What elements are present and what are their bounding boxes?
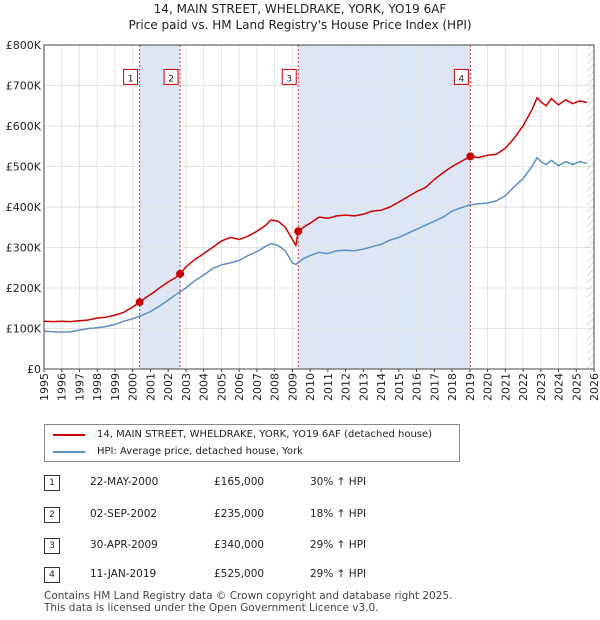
sale-label-box: [163, 68, 179, 85]
price-chart: £0 £100K £200K £300K £400K £500K £600K £700K £80…: [6, 39, 600, 401]
plot-frame: [43, 44, 595, 370]
footer-copyright: Contains HM Land Registry data © Crown c…: [44, 590, 453, 602]
x-tick-label: 2021: [499, 373, 512, 401]
y-tick-label: £0: [27, 363, 41, 376]
y-tick-label: £600K: [6, 120, 42, 133]
x-tick-label: 2000: [127, 373, 140, 401]
x-tick-label: 2020: [482, 373, 495, 401]
sale-price: £525,000: [214, 568, 265, 580]
x-tick-label: 2002: [162, 373, 175, 401]
x-tick-label: 2009: [286, 373, 299, 401]
x-tick-label: 2007: [251, 373, 264, 401]
y-tick-label: £400K: [6, 201, 42, 214]
x-tick-label: 2022: [517, 373, 530, 401]
legend-label: HPI: Average price, detached house, York: [97, 446, 303, 457]
x-tick-label: 2017: [428, 373, 441, 401]
sale-date: 22-MAY-2000: [90, 476, 159, 488]
sale-number-box: 1: [44, 475, 60, 491]
x-tick-label: 2005: [215, 373, 228, 401]
sale-point: [176, 269, 185, 278]
x-tick-label: 2023: [535, 373, 548, 401]
x-tick-label: 2025: [570, 373, 583, 401]
sale-number-box: 2: [44, 507, 60, 523]
sale-price: £235,000: [214, 508, 265, 520]
y-tick-label: £300K: [6, 242, 42, 255]
legend-swatch-red: [53, 434, 85, 436]
chart-legend: 14, MAIN STREET, WHELDRAKE, YORK, YO19 6…: [44, 424, 460, 462]
x-tick-label: 2024: [553, 373, 566, 401]
sale-hpi-change: 30% ↑ HPI: [310, 476, 367, 488]
property-series-line: [43, 96, 588, 323]
sale-label-box: [453, 68, 469, 85]
x-tick-label: 2016: [411, 373, 424, 401]
sale-date: 11-JAN-2019: [90, 568, 157, 580]
x-tick-label: 2006: [233, 373, 246, 401]
x-tick-label: 2011: [322, 373, 335, 401]
footer-licence: This data is licensed under the Open Gov…: [44, 602, 379, 614]
x-tick-label: 2012: [340, 373, 353, 401]
x-tick-label: 1995: [38, 373, 51, 401]
sale-hpi-change: 29% ↑ HPI: [310, 539, 367, 551]
sale-label-number: 4: [458, 74, 464, 84]
sale-point: [294, 227, 303, 236]
x-tick-label: 1999: [109, 373, 122, 401]
x-tick-label: 2015: [393, 373, 406, 401]
sale-hpi-change: 29% ↑ HPI: [310, 568, 367, 580]
x-tick-label: 2026: [588, 373, 600, 401]
x-tick-label: 1997: [73, 373, 86, 401]
x-tick-label: 2014: [375, 373, 388, 401]
y-tick-label: £200K: [6, 282, 42, 295]
hpi-series-line: [43, 156, 588, 333]
y-tick-label: £100K: [6, 323, 42, 336]
sale-label-number: 1: [128, 74, 134, 84]
sale-label-number: 3: [286, 74, 292, 84]
sale-price: £165,000: [214, 476, 265, 488]
x-tick-label: 1996: [56, 373, 69, 401]
sale-point: [466, 152, 475, 161]
y-tick-label: £700K: [6, 80, 42, 93]
y-tick-label: £500K: [6, 161, 42, 174]
x-tick-label: 2019: [464, 373, 477, 401]
chart-subtitle: Price paid vs. HM Land Registry's House …: [128, 18, 472, 32]
future-hatch: [586, 45, 594, 369]
x-tick-label: 2008: [269, 373, 282, 401]
legend-swatch-blue: [53, 451, 85, 453]
sale-hpi-change: 18% ↑ HPI: [310, 508, 367, 520]
legend-label: 14, MAIN STREET, WHELDRAKE, YORK, YO19 6…: [97, 429, 433, 440]
x-tick-label: 1998: [91, 373, 104, 401]
sale-label-box: [123, 68, 139, 85]
x-tick-label: 2010: [304, 373, 317, 401]
sale-date: 02-SEP-2002: [90, 508, 158, 520]
sale-number-box: 4: [44, 567, 60, 583]
sale-label-number: 2: [168, 74, 174, 84]
sale-label-box: [281, 68, 297, 85]
x-tick-label: 2013: [357, 373, 370, 401]
sale-price: £340,000: [214, 539, 265, 551]
sale-point: [135, 298, 144, 307]
x-tick-label: 2003: [180, 373, 193, 401]
x-tick-label: 2004: [198, 373, 211, 401]
chart-title-address: 14, MAIN STREET, WHELDRAKE, YORK, YO19 6…: [153, 2, 447, 16]
sale-number-box: 3: [44, 538, 60, 554]
y-tick-label: £800K: [6, 39, 42, 52]
x-tick-label: 2001: [144, 373, 157, 401]
x-tick-label: 2018: [446, 373, 459, 401]
sale-date: 30-APR-2009: [90, 539, 158, 551]
